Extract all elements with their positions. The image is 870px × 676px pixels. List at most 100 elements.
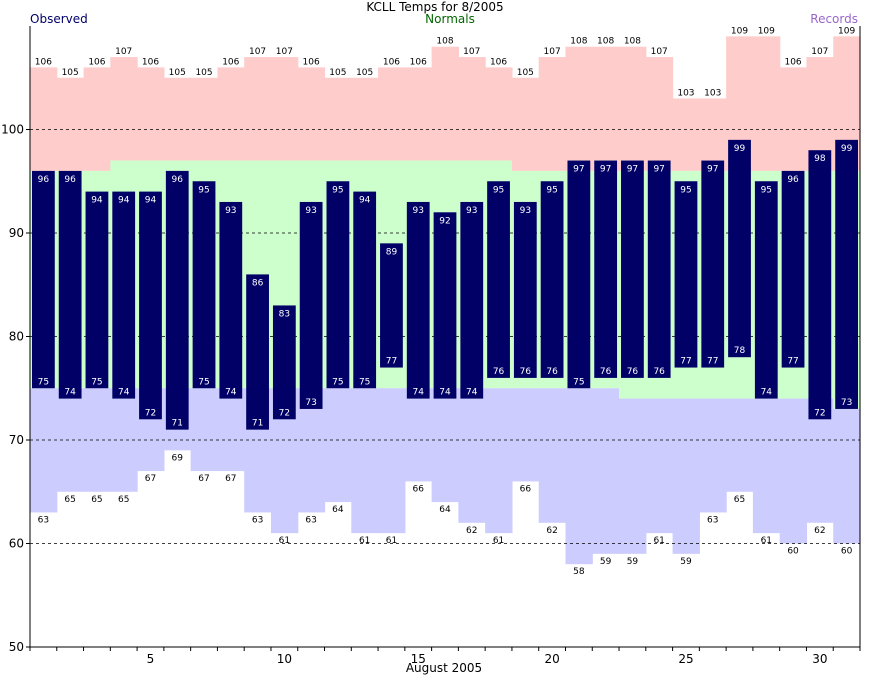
record-high-label: 107: [651, 47, 668, 57]
observed-high-label: 97: [627, 165, 638, 175]
record-low-band: [645, 398, 674, 534]
record-high-label: 106: [222, 57, 239, 67]
record-high-band: [351, 77, 379, 161]
y-tick-label: 80: [9, 330, 24, 344]
record-low-band: [30, 388, 58, 513]
record-high-label: 106: [490, 57, 507, 67]
record-high-band: [270, 57, 299, 161]
y-tick-label: 70: [9, 433, 24, 447]
observed-low-label: 75: [198, 377, 209, 387]
record-low-band: [538, 388, 567, 523]
observed-bar: [513, 201, 537, 378]
observed-bar: [85, 191, 109, 389]
observed-high-label: 95: [546, 185, 557, 195]
observed-bar: [58, 170, 82, 399]
record-low-band: [565, 388, 593, 565]
record-high-band: [244, 57, 272, 161]
record-high-band: [56, 77, 85, 171]
record-high-label: 107: [115, 47, 132, 57]
record-high-label: 108: [436, 37, 453, 47]
record-low-label: 61: [761, 536, 772, 546]
record-high-band: [485, 67, 513, 161]
observed-high-label: 97: [653, 165, 664, 175]
record-low-label: 61: [279, 536, 290, 546]
record-low-band: [511, 388, 540, 482]
record-low-label: 67: [198, 474, 209, 484]
observed-bar: [487, 181, 510, 378]
record-high-label: 106: [784, 57, 801, 67]
observed-high-label: 97: [600, 165, 611, 175]
legend-records: Records: [810, 12, 858, 26]
axes-layer: 50 60 70 80 90 100 5 10 15 20 25 30: [1, 26, 861, 666]
observed-high-label: 95: [332, 185, 343, 195]
observed-bar: [781, 170, 805, 368]
record-high-band: [565, 46, 593, 171]
record-low-label: 62: [814, 526, 825, 536]
observed-bar: [326, 181, 350, 389]
record-high-label: 107: [249, 47, 266, 57]
x-tick-label: 20: [544, 652, 559, 666]
record-high-band: [217, 67, 245, 161]
observed-low-label: 74: [412, 388, 424, 398]
observed-low-label: 77: [707, 357, 718, 367]
record-low-label: 63: [707, 515, 718, 525]
observed-high-label: 83: [279, 309, 290, 319]
x-tick-label: 5: [147, 652, 155, 666]
record-high-label: 106: [88, 57, 105, 67]
record-high-band: [672, 98, 700, 171]
record-low-band: [619, 398, 647, 554]
record-high-band: [458, 57, 486, 161]
chart-title: KCLL Temps for 8/2005: [366, 0, 503, 14]
observed-low-label: 76: [600, 367, 612, 377]
x-tick-label: 10: [277, 652, 292, 666]
record-low-label: 66: [520, 484, 532, 494]
observed-bar: [272, 305, 296, 420]
observed-high-label: 96: [38, 175, 50, 185]
record-low-band: [378, 388, 406, 534]
observed-high-label: 93: [305, 206, 316, 216]
observed-low-label: 71: [252, 419, 263, 429]
record-high-label: 109: [758, 26, 775, 36]
observed-low-label: 75: [573, 377, 584, 387]
observed-low-label: 74: [225, 388, 237, 398]
record-high-band: [779, 67, 808, 171]
observed-bar: [460, 201, 484, 399]
record-low-band: [726, 398, 754, 492]
observed-high-label: 93: [225, 206, 236, 216]
record-high-label: 105: [169, 68, 186, 78]
observed-low-label: 77: [680, 357, 691, 367]
record-low-label: 60: [787, 547, 799, 557]
observed-high-label: 93: [466, 206, 477, 216]
x-tick-label: 15: [411, 652, 426, 666]
record-high-band: [404, 67, 433, 161]
record-low-label: 59: [600, 557, 612, 567]
record-high-label: 106: [303, 57, 320, 67]
observed-low-label: 75: [359, 377, 370, 387]
record-low-band: [351, 388, 379, 534]
observed-low-label: 72: [814, 408, 825, 418]
record-low-band: [672, 398, 700, 554]
observed-low-label: 76: [627, 367, 639, 377]
record-low-label: 69: [172, 453, 184, 463]
observed-low-label: 71: [172, 419, 183, 429]
observed-low-label: 73: [305, 398, 316, 408]
observed-bar: [701, 160, 725, 368]
record-high-band: [30, 67, 58, 171]
record-low-label: 65: [734, 495, 745, 505]
record-high-label: 105: [517, 68, 534, 78]
record-low-label: 67: [225, 474, 236, 484]
record-high-label: 103: [677, 88, 694, 98]
observed-low-label: 78: [734, 346, 746, 356]
observed-low-label: 74: [118, 388, 130, 398]
record-high-label: 105: [329, 68, 346, 78]
record-high-label: 109: [838, 26, 855, 36]
observed-bar: [808, 150, 832, 420]
record-high-band: [699, 98, 727, 171]
observed-bar: [112, 191, 136, 399]
observed-high-label: 99: [841, 144, 853, 154]
record-high-label: 106: [383, 57, 400, 67]
record-low-label: 58: [573, 567, 585, 577]
y-tick-label: 90: [9, 226, 24, 240]
observed-high-label: 96: [787, 175, 799, 185]
record-low-label: 61: [653, 536, 664, 546]
